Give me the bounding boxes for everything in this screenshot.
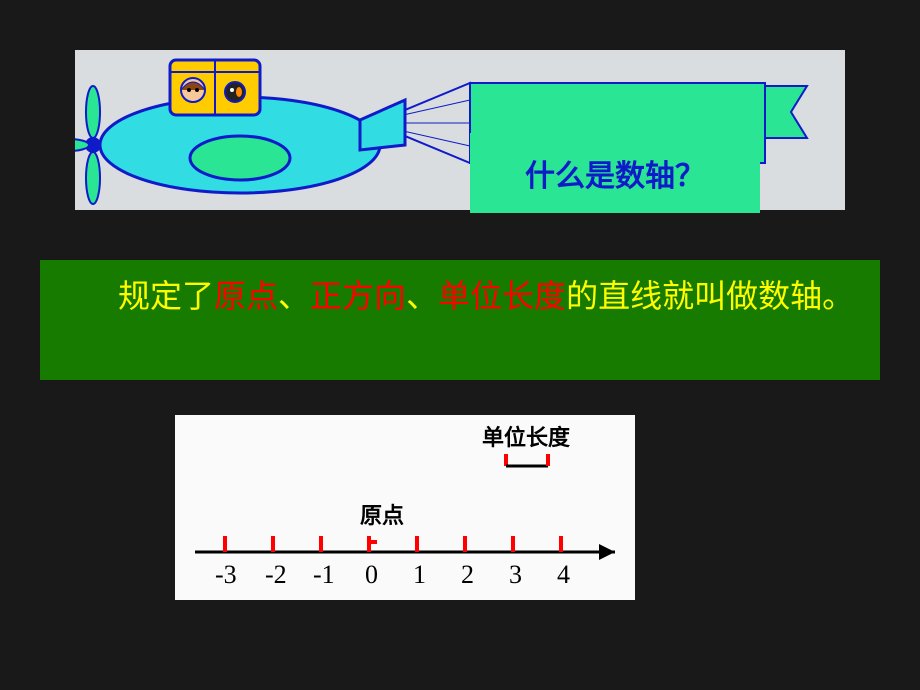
- def-sep2: 、: [406, 278, 438, 314]
- tick-label-3: 3: [507, 560, 524, 590]
- unit-length-label: 单位长度: [480, 420, 572, 452]
- definition-box: 规定了原点、正方向、单位长度的直线就叫做数轴。: [40, 260, 880, 380]
- origin-label: 原点: [358, 498, 406, 530]
- header-area: 什么是数轴？: [75, 50, 845, 210]
- tick-label-4: 4: [555, 560, 572, 590]
- title-banner: 什么是数轴？: [470, 133, 760, 213]
- def-key-unit: 单位长度: [438, 278, 566, 314]
- tick-label-neg3: -3: [213, 560, 239, 590]
- tick-label-neg1: -1: [311, 560, 337, 590]
- number-line-labels: -3 -2 -1 0 1 2 3 4: [175, 560, 625, 590]
- title-text: 什么是数轴？: [525, 151, 705, 195]
- tick-label-0: 0: [363, 560, 380, 590]
- def-key-origin: 原点: [214, 278, 278, 314]
- def-sep1: 、: [278, 278, 310, 314]
- def-key-direction: 正方向: [310, 278, 406, 314]
- tick-label-2: 2: [459, 560, 476, 590]
- tick-label-1: 1: [411, 560, 428, 590]
- tick-label-neg2: -2: [263, 560, 289, 590]
- def-suffix: 的直线就叫做数轴。: [566, 278, 854, 314]
- unit-length-bracket: [504, 452, 552, 472]
- def-prefix: 规定了: [54, 278, 214, 314]
